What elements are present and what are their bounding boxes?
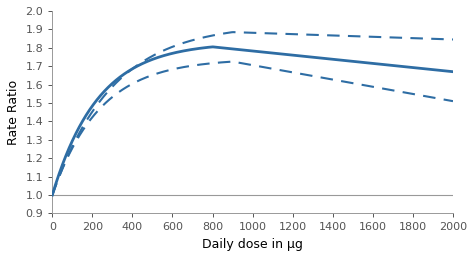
X-axis label: Daily dose in μg: Daily dose in μg bbox=[202, 238, 303, 251]
Y-axis label: Rate Ratio: Rate Ratio bbox=[7, 80, 20, 145]
